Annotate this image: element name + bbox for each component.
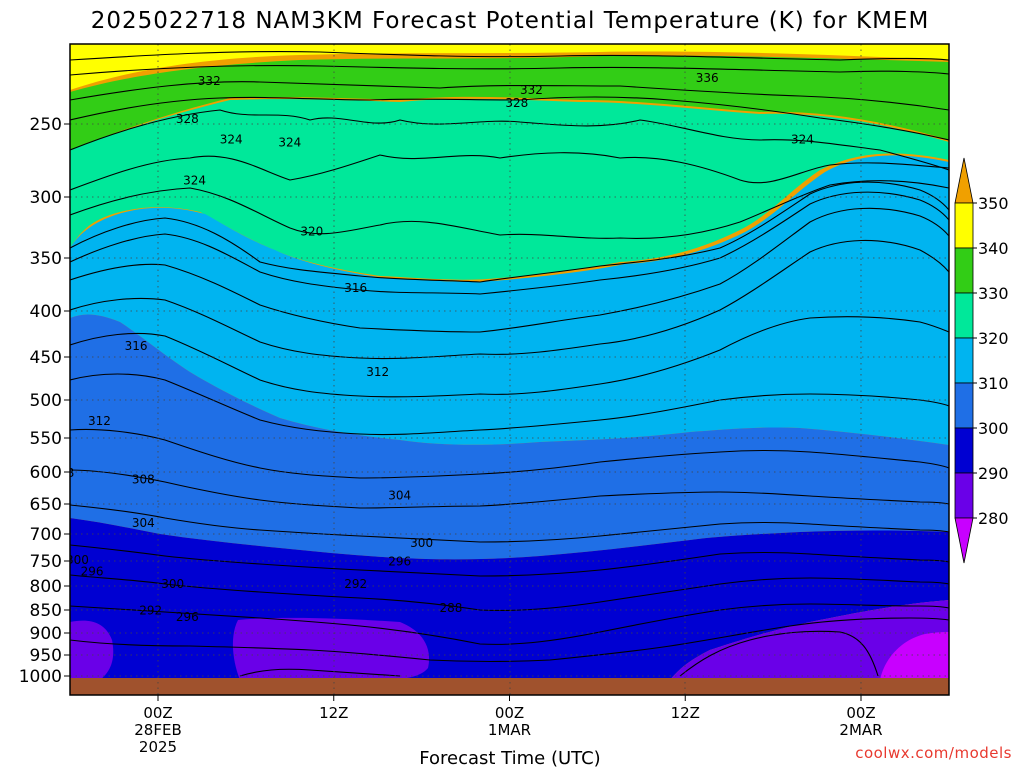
- contour-label: 308: [51, 466, 74, 480]
- contour-lines: [70, 51, 949, 677]
- contour-label: 300: [66, 553, 89, 567]
- chart-title: 2025022718 NAM3KM Forecast Potential Tem…: [91, 8, 930, 34]
- y-axis: 250 300 350 400 450 500 550 600 650 700 750 800 850 9…: [19, 115, 70, 687]
- colorbar-segment: [954, 472, 974, 519]
- colorbar-label: 280: [978, 509, 1009, 528]
- contour-label: 332: [198, 74, 221, 88]
- colorbar-label: 300: [978, 419, 1009, 438]
- contour-label: 292: [139, 603, 162, 617]
- y-tick-label: 250: [30, 115, 62, 135]
- contour-label: 324: [183, 173, 206, 187]
- band-320-upper: [70, 44, 949, 90]
- y-tick-label: 500: [30, 391, 62, 411]
- contour-label: 308: [132, 473, 155, 487]
- y-tick-label: 400: [30, 302, 62, 322]
- colorbar-segment: [954, 337, 974, 384]
- x-tick-label: 12Z: [671, 704, 700, 722]
- y-tick-label: 600: [30, 463, 62, 483]
- y-tick-label: 900: [30, 624, 62, 644]
- y-tick-label: 650: [30, 495, 62, 515]
- y-tick-label: 950: [30, 646, 62, 666]
- band-280-left: [70, 620, 114, 680]
- colorbar-segment: [954, 247, 974, 294]
- colorbar-top-arrow: [954, 157, 974, 204]
- contour-label: 316: [344, 281, 367, 295]
- y-tick-label: 1000: [19, 667, 62, 687]
- contour-label: 312: [366, 365, 389, 379]
- x-tick-label: 12Z: [319, 704, 348, 722]
- contour-label: 324: [791, 133, 814, 147]
- colorbar-label: 320: [978, 329, 1009, 348]
- contour-label: 324: [278, 135, 301, 149]
- colorbar-label: 330: [978, 284, 1009, 303]
- colorbar-label: 290: [978, 464, 1009, 483]
- contour-label: 316: [125, 339, 148, 353]
- colorbar-segment: [954, 427, 974, 474]
- x-tick-label: 00Z: [495, 704, 524, 722]
- x-tick-label: 2MAR: [839, 721, 882, 739]
- band-310: [70, 155, 949, 445]
- contour-label: 304: [132, 516, 155, 530]
- colorbar-segment: [954, 202, 974, 249]
- colorbar-label: 310: [978, 374, 1009, 393]
- x-tick-label: 2025: [139, 738, 177, 756]
- band-300: [70, 314, 949, 560]
- band-320: [70, 98, 949, 280]
- contour-label: 300: [161, 577, 184, 591]
- colorbar-bottom-arrow: [954, 517, 974, 564]
- y-tick-label: 850: [30, 601, 62, 621]
- contour-label: 296: [176, 610, 199, 624]
- y-tick-label: 300: [30, 188, 62, 208]
- x-tick-label: 1MAR: [488, 721, 531, 739]
- contour-label: 328: [176, 112, 199, 126]
- contour-label: 292: [344, 577, 367, 591]
- colorbar-label: 340: [978, 239, 1009, 258]
- colorbar-label: 350: [978, 194, 1009, 213]
- grid: [70, 44, 949, 695]
- contour-label: 336: [696, 71, 719, 85]
- contour-label: 320: [300, 225, 323, 239]
- x-tick-label: 00Z: [143, 704, 172, 722]
- contour-label: 288: [439, 601, 462, 615]
- y-tick-label: 700: [30, 525, 62, 545]
- y-tick-label: 550: [30, 429, 62, 449]
- contour-label: 296: [81, 565, 104, 579]
- credit-text[interactable]: coolwx.com/models: [855, 744, 1012, 762]
- contour-label: 332: [520, 83, 543, 97]
- contour-labels: 332 332 336 328 328 324 324 324 324 320 316 316 312 3…: [51, 71, 814, 624]
- band-270-right: [880, 632, 949, 680]
- contour-label: 324: [220, 133, 243, 147]
- plot-area: 332 332 336 328 328 324 324 324 324 320 316 316 312 3…: [51, 44, 949, 695]
- contour-label: 328: [505, 96, 528, 110]
- x-tick-label: 28FEB: [134, 721, 181, 739]
- colorbar-segment: [954, 292, 974, 339]
- colorbar: 350 340 330 320 310 300 290 280: [954, 157, 1009, 564]
- band-280-right: [670, 600, 949, 680]
- y-tick-label: 750: [30, 552, 62, 572]
- band-280-mid: [232, 617, 430, 680]
- contour-label: 296: [388, 555, 411, 569]
- contour-label: 300: [410, 536, 433, 550]
- y-tick-label: 350: [30, 249, 62, 269]
- x-axis-title: Forecast Time (UTC): [419, 748, 600, 768]
- band-330b: [70, 55, 949, 150]
- contour-label: 304: [388, 489, 411, 503]
- contour-label: 312: [88, 414, 111, 428]
- x-tick-label: 00Z: [846, 704, 875, 722]
- colorbar-segment: [954, 382, 974, 429]
- y-tick-label: 800: [30, 577, 62, 597]
- ground: [70, 678, 949, 695]
- y-tick-label: 450: [30, 348, 62, 368]
